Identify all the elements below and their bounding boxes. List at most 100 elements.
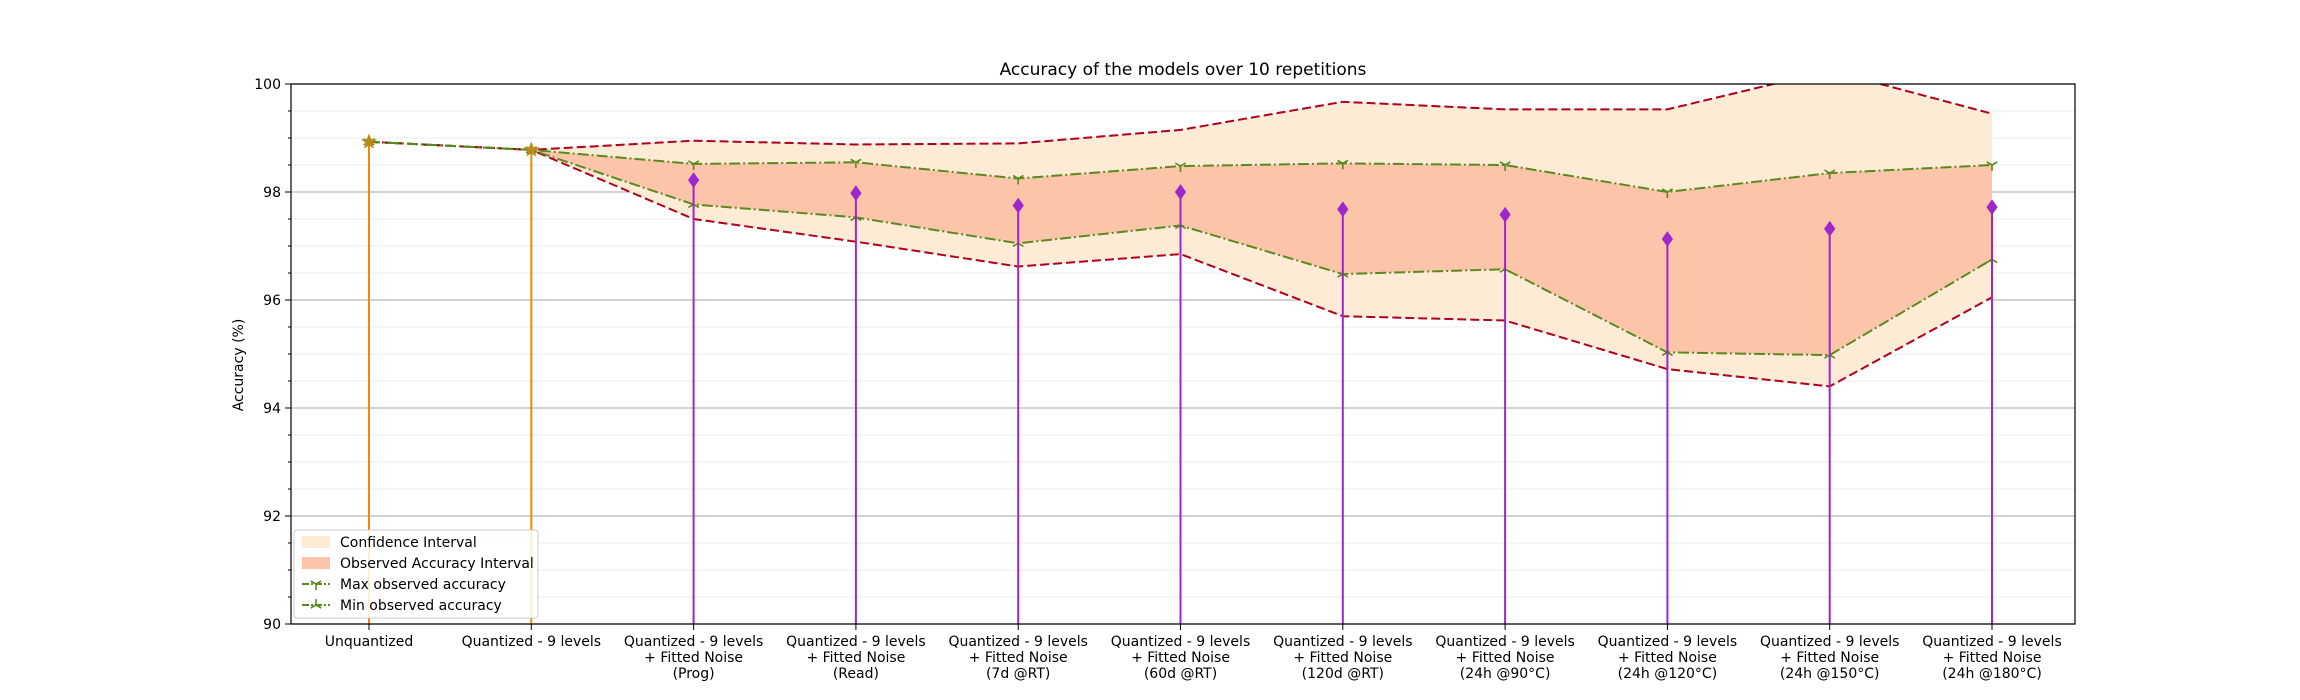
mean-accuracy-point xyxy=(1661,231,1674,247)
x-tick-label: Quantized - 9 levels + Fitted Noise (120d … xyxy=(1273,634,1412,682)
x-tick-label-line: Quantized - 9 levels xyxy=(1111,634,1250,650)
x-tick-label-line: (24h @90°C) xyxy=(1460,666,1551,682)
max-observed-point xyxy=(687,160,700,170)
mean-accuracy-point xyxy=(1012,197,1024,214)
max-observed-point xyxy=(1174,162,1187,173)
max-observed-point xyxy=(1337,159,1349,170)
legend-label: Min observed accuracy xyxy=(340,598,502,614)
x-tick-label: Quantized - 9 levels + Fitted Noise (7d @R… xyxy=(948,634,1087,682)
x-tick-label-line: + Fitted Noise xyxy=(1943,650,2042,666)
legend-marker-stroke xyxy=(310,580,317,585)
x-tick-label: Quantized - 9 levels + Fitted Noise (Prog) xyxy=(624,634,763,682)
marker-stroke xyxy=(1661,188,1668,193)
x-tick-label: Quantized - 9 levels + Fitted Noise (24h @… xyxy=(1435,634,1574,682)
x-tick-label-line: + Fitted Noise xyxy=(644,650,743,666)
marker-stroke xyxy=(1824,169,1831,174)
max-observed-point xyxy=(1986,161,1998,171)
max-observed-point xyxy=(1499,161,1511,171)
x-tick-label-line: + Fitted Noise xyxy=(1456,650,1555,666)
y-axis-label: Accuracy (%) xyxy=(231,319,247,412)
y-tick-label: 100 xyxy=(254,77,281,93)
max-observed-point xyxy=(1012,174,1024,185)
x-tick-label-line: Quantized - 9 levels xyxy=(1435,634,1574,650)
y-tick-label: 96 xyxy=(263,293,281,309)
marker-stroke xyxy=(1017,174,1024,180)
legend-label: Confidence Interval xyxy=(340,535,477,551)
x-tick-label: Unquantized xyxy=(325,634,414,650)
mean-accuracy-point xyxy=(1824,220,1836,237)
mean-accuracy-point xyxy=(1337,201,1349,218)
x-tick-label-line: + Fitted Noise xyxy=(806,650,905,666)
mean-accuracy-point xyxy=(1174,184,1187,200)
x-tick-label-line: (Prog) xyxy=(673,666,715,682)
x-tick-label: Quantized - 9 levels + Fitted Noise (24h @… xyxy=(1598,634,1737,682)
legend-box xyxy=(293,529,539,619)
legend-marker-stroke xyxy=(310,604,317,609)
tick-labels: 90 92 94 96 98 100 Unquantized Quantized - 9 le… xyxy=(254,77,2061,682)
max-observed-point xyxy=(850,158,862,169)
max-observed-point xyxy=(1824,169,1836,180)
y-tick-label: 94 xyxy=(263,401,281,417)
y-tick-label: 90 xyxy=(263,617,281,633)
x-tick-label-line: Quantized - 9 levels xyxy=(462,634,601,650)
x-tick-label-line: (24h @180°C) xyxy=(1942,666,2042,682)
confidence-lower-line xyxy=(368,140,1993,388)
legend-swatch xyxy=(302,536,330,548)
x-tick-label: Quantized - 9 levels + Fitted Noise (24h @… xyxy=(1922,634,2061,682)
x-tick-label-line: (120d @RT) xyxy=(1302,666,1384,682)
marker-stroke xyxy=(687,160,694,165)
x-tick-label: Quantized - 9 levels + Fitted Noise (24h @… xyxy=(1760,634,1899,682)
marker-stroke xyxy=(855,158,862,163)
marker-stroke xyxy=(1991,161,1998,166)
x-tick-label-line: (60d @RT) xyxy=(1144,666,1217,682)
mean-accuracy-point xyxy=(850,185,862,201)
mean-accuracy-point xyxy=(1499,206,1511,223)
x-tick-label-line: Quantized - 9 levels xyxy=(948,634,1087,650)
x-tick-label-line: + Fitted Noise xyxy=(969,650,1068,666)
marker-stroke xyxy=(693,160,700,165)
x-tick-label: Quantized - 9 levels xyxy=(462,634,601,650)
x-tick-label-line: Quantized - 9 levels xyxy=(1273,634,1412,650)
interval-fills xyxy=(531,84,1992,387)
legend-entry: Observed Accuracy Interval xyxy=(302,556,534,572)
confidence-upper-line xyxy=(368,84,1993,151)
legend-entry: Min observed accuracy xyxy=(302,598,502,614)
marker-stroke xyxy=(1012,174,1019,180)
legend-marker-stroke xyxy=(315,604,322,609)
mean-accuracy-point xyxy=(1986,199,1998,215)
legend-swatch xyxy=(302,557,330,569)
x-tick-label-line: + Fitted Noise xyxy=(1293,650,1392,666)
y-tick-label: 98 xyxy=(263,185,281,201)
x-tick-label-line: Quantized - 9 levels xyxy=(1760,634,1899,650)
legend-label: Max observed accuracy xyxy=(340,577,506,593)
x-tick-label: Quantized - 9 levels + Fitted Noise (Read) xyxy=(786,634,925,682)
marker-stroke xyxy=(1337,159,1344,165)
x-tick-label-line: Quantized - 9 levels xyxy=(1598,634,1737,650)
observed-interval-area xyxy=(531,149,1992,356)
x-tick-label: Quantized - 9 levels + Fitted Noise (60d @… xyxy=(1111,634,1250,682)
legend: Confidence Interval Observed Accuracy Int… xyxy=(293,529,539,619)
x-tick-label-line: + Fitted Noise xyxy=(1131,650,1230,666)
marker-stroke xyxy=(1986,161,1993,166)
x-tick-label-line: + Fitted Noise xyxy=(1780,650,1879,666)
marker-stroke xyxy=(850,158,857,163)
marker-stroke xyxy=(1174,162,1181,167)
chart-title: Accuracy of the models over 10 repetitio… xyxy=(1000,60,1367,80)
x-tick-label-line: (7d @RT) xyxy=(986,666,1050,682)
x-tick-label-line: Quantized - 9 levels xyxy=(786,634,925,650)
x-tick-label-line: Quantized - 9 levels xyxy=(1922,634,2061,650)
marker-stroke xyxy=(1667,188,1674,193)
axes xyxy=(285,83,2076,630)
max-observed-point xyxy=(1661,188,1674,198)
marker-stroke xyxy=(1499,161,1506,166)
marker-stroke xyxy=(1342,159,1349,165)
x-tick-label-line: (24h @150°C) xyxy=(1780,666,1880,682)
marker-stroke xyxy=(1180,162,1187,167)
x-tick-label-line: + Fitted Noise xyxy=(1618,650,1717,666)
mean-accuracy-point xyxy=(687,172,700,188)
x-tick-label-line: Quantized - 9 levels xyxy=(624,634,763,650)
x-tick-label-line: (Read) xyxy=(833,666,879,682)
x-tick-label-line: (24h @120°C) xyxy=(1618,666,1718,682)
mean-accuracy-point xyxy=(361,133,377,149)
